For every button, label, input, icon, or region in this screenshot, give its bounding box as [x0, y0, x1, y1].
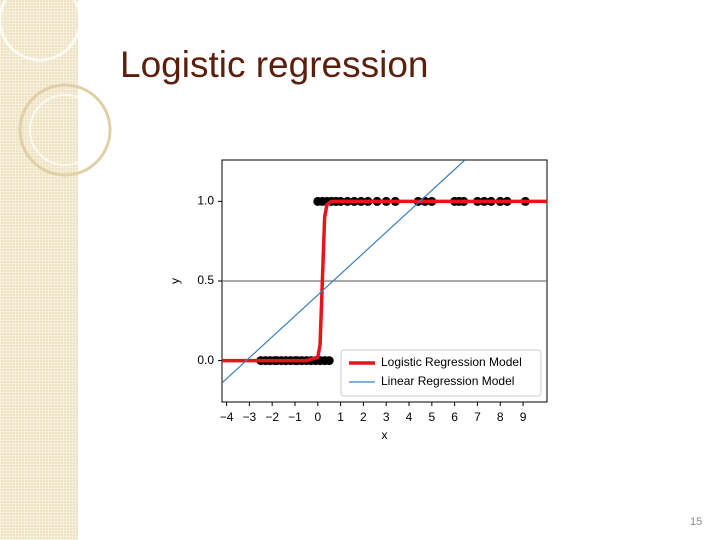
- line: [222, 160, 466, 384]
- x-tick-label: 4: [406, 410, 413, 424]
- y-axis-label: y: [168, 278, 182, 284]
- x-tick-label: −2: [265, 410, 279, 424]
- decor-circles: [0, 0, 112, 177]
- decor-strip: [0, 0, 112, 540]
- slide-title: Logistic regression: [120, 44, 429, 85]
- x-tick-label: 2: [360, 410, 367, 424]
- x-tick-label: 5: [428, 410, 435, 424]
- x-tick-label: 9: [520, 410, 527, 424]
- x-tick-label: 7: [474, 410, 481, 424]
- x-tick-label: 1: [337, 410, 344, 424]
- line: [222, 199, 547, 363]
- x-tick-label: 6: [451, 410, 458, 424]
- y-tick-label: 0.5: [197, 273, 214, 287]
- x-tick-label: −3: [243, 410, 257, 424]
- page-number: 15: [690, 516, 703, 528]
- y-tick-label: 1.0: [197, 194, 214, 208]
- legend-box: [340, 349, 542, 397]
- y-tick-label: 0.0: [197, 353, 214, 367]
- x-tick-label: 8: [497, 410, 504, 424]
- x-tick-label: 0: [314, 410, 321, 424]
- x-tick-label: −1: [288, 410, 302, 424]
- x-tick-label: −4: [220, 410, 234, 424]
- point: [324, 356, 334, 366]
- x-tick-label: 3: [383, 410, 390, 424]
- legend-label: Linear Regression Model: [381, 374, 514, 388]
- legend-label: Logistic Regression Model: [381, 355, 522, 369]
- x-axis-label: x: [382, 428, 388, 442]
